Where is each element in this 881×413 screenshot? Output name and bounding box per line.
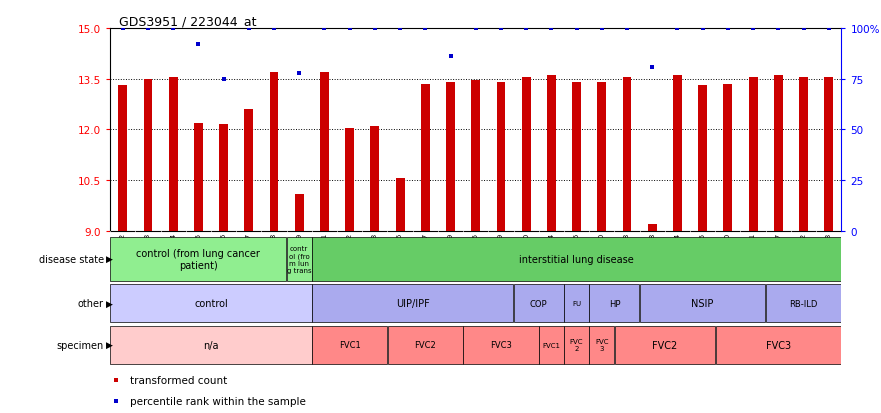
Bar — [295, 194, 304, 231]
Bar — [547, 76, 556, 231]
Text: specimen: specimen — [56, 340, 104, 350]
Bar — [244, 110, 253, 231]
Bar — [320, 73, 329, 231]
Text: FVC
3: FVC 3 — [595, 338, 609, 351]
Bar — [589, 326, 614, 364]
Text: NSIP: NSIP — [692, 299, 714, 309]
Bar — [514, 285, 564, 323]
Bar — [270, 73, 278, 231]
Bar — [396, 179, 404, 231]
Text: COP: COP — [530, 299, 548, 308]
Bar — [287, 237, 312, 281]
Text: FVC2: FVC2 — [414, 340, 436, 349]
Text: ▶: ▶ — [106, 299, 113, 308]
Text: HP: HP — [609, 299, 620, 308]
Text: n/a: n/a — [204, 340, 218, 350]
Bar — [110, 237, 286, 281]
Bar — [371, 127, 380, 231]
Bar — [572, 83, 581, 231]
Text: control: control — [194, 299, 228, 309]
Text: FVC3: FVC3 — [766, 340, 791, 350]
Bar — [597, 83, 606, 231]
Bar — [446, 83, 455, 231]
Bar — [564, 326, 589, 364]
Bar — [110, 285, 312, 323]
Bar — [715, 326, 841, 364]
Bar — [110, 326, 312, 364]
Text: GDS3951 / 223044_at: GDS3951 / 223044_at — [119, 15, 256, 28]
Bar — [539, 326, 564, 364]
Text: transformed count: transformed count — [130, 375, 227, 385]
Bar — [766, 285, 841, 323]
Bar — [623, 78, 632, 231]
Text: disease state: disease state — [39, 254, 104, 264]
Bar — [144, 79, 152, 231]
Bar — [463, 326, 538, 364]
Text: percentile rank within the sample: percentile rank within the sample — [130, 396, 306, 406]
Text: FVC1: FVC1 — [543, 342, 560, 348]
Text: RB-ILD: RB-ILD — [789, 299, 818, 308]
Text: FVC1: FVC1 — [339, 340, 360, 349]
Bar — [169, 78, 178, 231]
Bar — [194, 123, 203, 231]
Text: FVC
2: FVC 2 — [570, 338, 583, 351]
Bar — [118, 86, 127, 231]
Text: ▶: ▶ — [106, 340, 113, 349]
Text: ▶: ▶ — [106, 255, 113, 263]
Bar — [589, 285, 640, 323]
Text: control (from lung cancer
patient): control (from lung cancer patient) — [137, 248, 260, 270]
Text: other: other — [78, 299, 104, 309]
Bar — [825, 78, 833, 231]
Bar — [219, 125, 228, 231]
Bar — [699, 86, 707, 231]
Bar — [774, 76, 782, 231]
Bar — [564, 285, 589, 323]
Text: UIP/IPF: UIP/IPF — [396, 299, 430, 309]
Bar — [522, 78, 530, 231]
Text: FVC2: FVC2 — [652, 340, 677, 350]
Text: interstitial lung disease: interstitial lung disease — [519, 254, 634, 264]
Bar — [421, 85, 430, 231]
Bar — [497, 83, 506, 231]
Bar — [345, 128, 354, 231]
Bar — [648, 225, 656, 231]
Bar — [640, 285, 766, 323]
Bar — [673, 76, 682, 231]
Text: FU: FU — [572, 301, 581, 306]
Bar — [723, 85, 732, 231]
Bar — [749, 78, 758, 231]
Bar — [312, 237, 841, 281]
Bar — [799, 78, 808, 231]
Text: contr
ol (fro
m lun
g trans: contr ol (fro m lun g trans — [287, 245, 312, 273]
Bar — [312, 326, 388, 364]
Bar — [312, 285, 514, 323]
Bar — [388, 326, 463, 364]
Bar — [471, 81, 480, 231]
Bar — [615, 326, 715, 364]
Text: FVC3: FVC3 — [490, 340, 512, 349]
